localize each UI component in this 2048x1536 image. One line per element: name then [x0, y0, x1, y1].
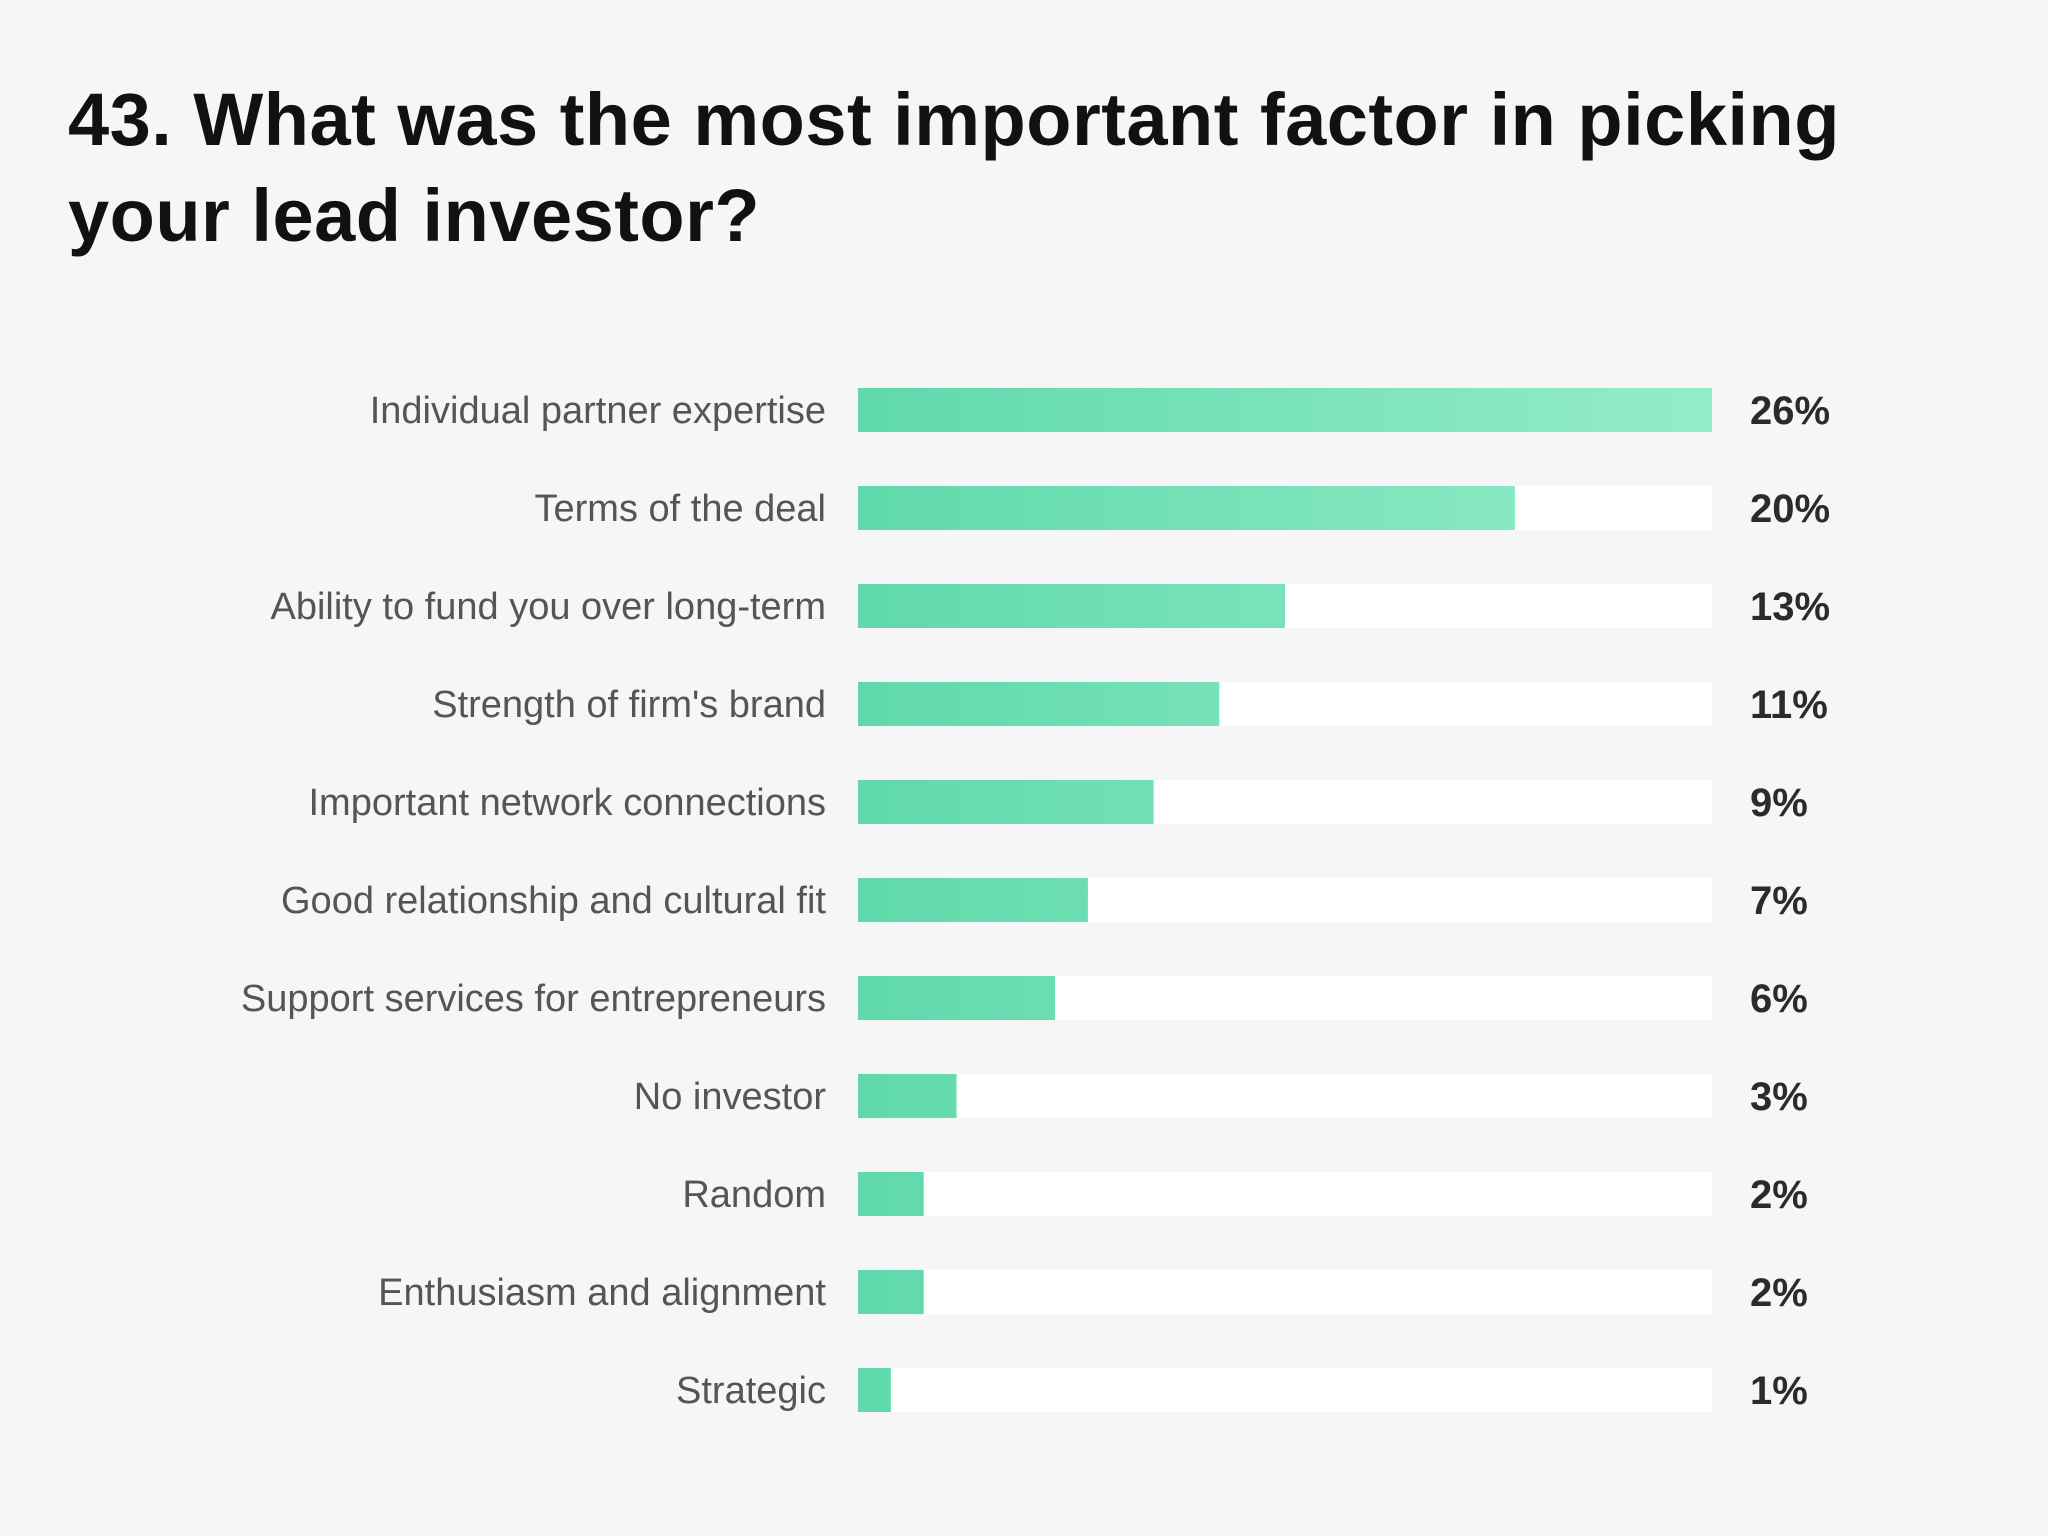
category-label: Support services for entrepreneurs	[241, 978, 826, 1020]
bar	[858, 682, 1220, 726]
bar	[858, 1172, 924, 1216]
category-label: Enthusiasm and alignment	[378, 1272, 826, 1314]
bar-row: Ability to fund you over long-term 13%	[271, 584, 1830, 629]
category-label: Strength of firm's brand	[432, 684, 826, 726]
value-label: 11%	[1750, 683, 1828, 727]
bar-row: Strategic 1%	[676, 1368, 1808, 1413]
category-label: Individual partner expertise	[370, 390, 826, 432]
bar-row: Support services for entrepreneurs 6%	[241, 976, 1808, 1021]
category-label: Ability to fund you over long-term	[271, 586, 827, 628]
bar	[858, 584, 1285, 628]
value-label: 9%	[1750, 781, 1808, 825]
bar-row: Good relationship and cultural fit 7%	[281, 878, 1808, 923]
bar	[858, 976, 1056, 1020]
value-label: 6%	[1750, 977, 1808, 1021]
bar-track	[858, 1074, 1712, 1118]
category-label: Good relationship and cultural fit	[281, 880, 826, 922]
category-label: No investor	[634, 1076, 827, 1118]
bar	[858, 878, 1088, 922]
value-label: 3%	[1750, 1075, 1808, 1119]
category-label: Random	[682, 1174, 826, 1216]
value-label: 13%	[1750, 585, 1830, 629]
bar	[858, 1270, 924, 1314]
bar-row: Enthusiasm and alignment 2%	[378, 1270, 1808, 1315]
bar-track	[858, 1368, 1712, 1412]
bar-row: No investor 3%	[634, 1074, 1808, 1119]
bar	[858, 780, 1154, 824]
bar-row: Important network connections 9%	[309, 780, 1808, 825]
category-label: Strategic	[676, 1370, 826, 1412]
bar	[858, 1074, 957, 1118]
bar-row: Random 2%	[682, 1172, 1808, 1217]
bar-row: Individual partner expertise 26%	[370, 388, 1830, 433]
value-label: 1%	[1750, 1369, 1808, 1413]
bar-track	[858, 1172, 1712, 1216]
bar-rows: Individual partner expertise 26% Terms of …	[241, 388, 1830, 1413]
value-label: 2%	[1750, 1173, 1808, 1217]
bar	[858, 388, 1712, 432]
bar-track	[858, 1270, 1712, 1314]
category-label: Important network connections	[309, 782, 827, 824]
category-label: Terms of the deal	[535, 488, 826, 530]
bar	[858, 1368, 891, 1412]
value-label: 7%	[1750, 879, 1808, 923]
bar-row: Strength of firm's brand 11%	[432, 682, 1828, 727]
chart-title: 43. What was the most important factor i…	[68, 78, 1840, 257]
value-label: 26%	[1750, 389, 1830, 433]
bar	[858, 486, 1515, 530]
bar-row: Terms of the deal 20%	[535, 486, 1830, 531]
value-label: 20%	[1750, 487, 1830, 531]
value-label: 2%	[1750, 1271, 1808, 1315]
